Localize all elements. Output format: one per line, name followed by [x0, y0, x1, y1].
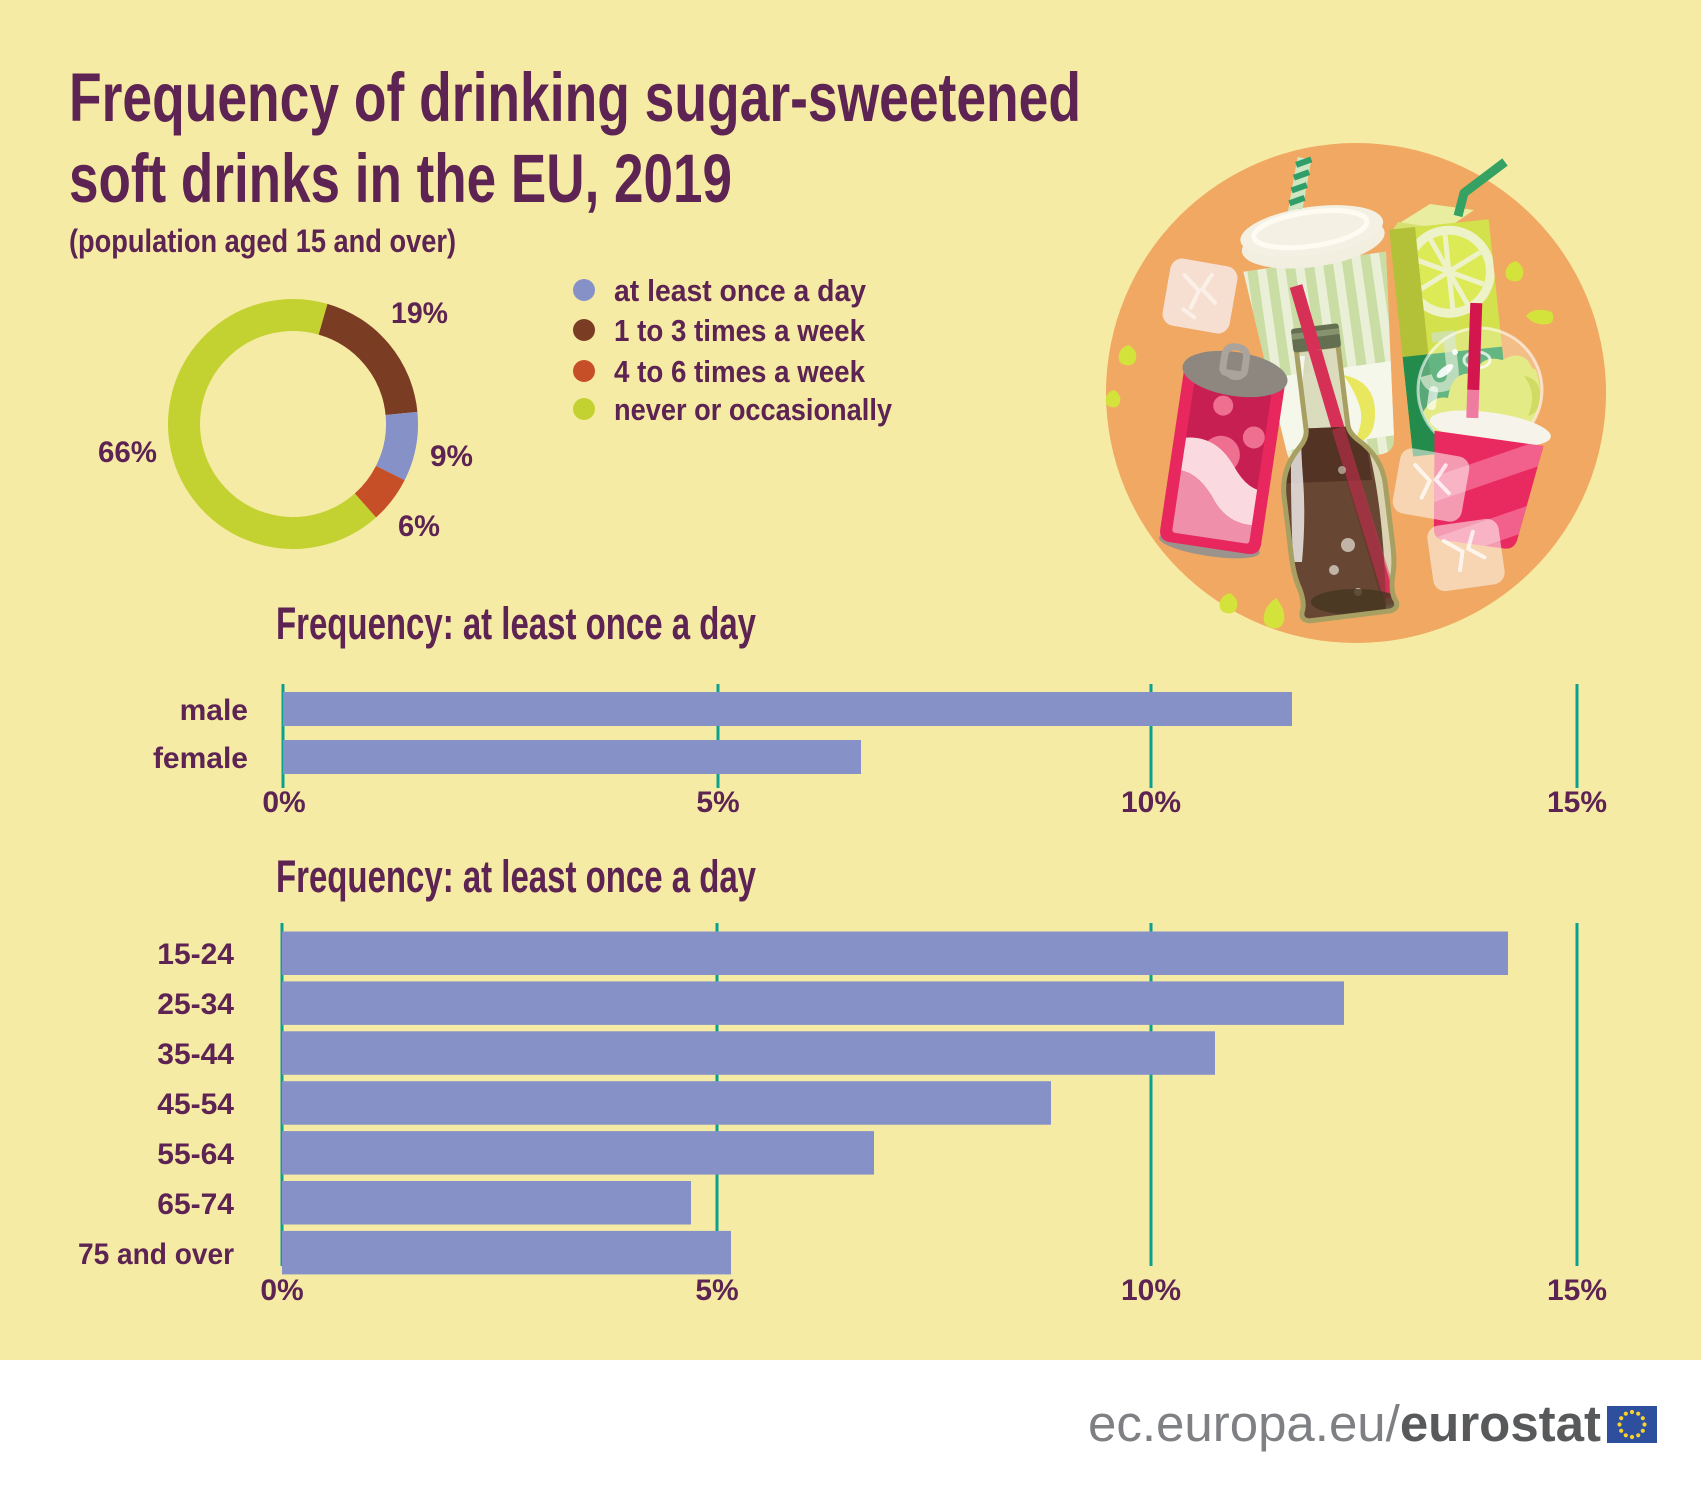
svg-text:75 and over: 75 and over [78, 1238, 234, 1271]
svg-text:5%: 5% [695, 1274, 738, 1307]
svg-text:0%: 0% [260, 1274, 303, 1307]
svg-text:at least once a day: at least once a day [614, 273, 867, 308]
svg-text:10%: 10% [1121, 1274, 1181, 1307]
svg-text:35-44: 35-44 [157, 1038, 234, 1071]
svg-text:15-24: 15-24 [157, 938, 234, 971]
svg-text:Frequency of drinking sugar-sw: Frequency of drinking sugar-sweetened [69, 59, 1081, 136]
svg-text:female: female [153, 742, 248, 775]
svg-text:5%: 5% [696, 786, 739, 819]
svg-text:19%: 19% [391, 297, 448, 330]
svg-text:0%: 0% [262, 786, 305, 819]
svg-text:25-34: 25-34 [157, 988, 234, 1021]
svg-text:(population aged 15 and over): (population aged 15 and over) [69, 223, 456, 259]
svg-text:Frequency: at least once a day: Frequency: at least once a day [276, 598, 756, 649]
svg-text:never or occasionally: never or occasionally [614, 392, 893, 427]
svg-text:male: male [180, 694, 248, 727]
svg-text:soft drinks in the EU, 2019: soft drinks in the EU, 2019 [69, 140, 732, 217]
svg-text:15%: 15% [1547, 786, 1607, 819]
svg-text:45-54: 45-54 [157, 1088, 234, 1121]
svg-text:15%: 15% [1547, 1274, 1607, 1307]
svg-text:ec.europa.eu/eurostat: ec.europa.eu/eurostat [1088, 1395, 1601, 1452]
svg-text:55-64: 55-64 [157, 1138, 234, 1171]
svg-text:9%: 9% [430, 440, 473, 473]
svg-text:65-74: 65-74 [157, 1188, 234, 1221]
svg-text:4 to 6 times a week: 4 to 6 times a week [614, 354, 866, 389]
svg-text:Frequency: at least once a day: Frequency: at least once a day [276, 851, 756, 902]
svg-text:10%: 10% [1121, 786, 1181, 819]
svg-text:6%: 6% [398, 510, 440, 543]
svg-text:66%: 66% [98, 436, 157, 469]
svg-text:1 to 3 times a week: 1 to 3 times a week [614, 313, 866, 348]
